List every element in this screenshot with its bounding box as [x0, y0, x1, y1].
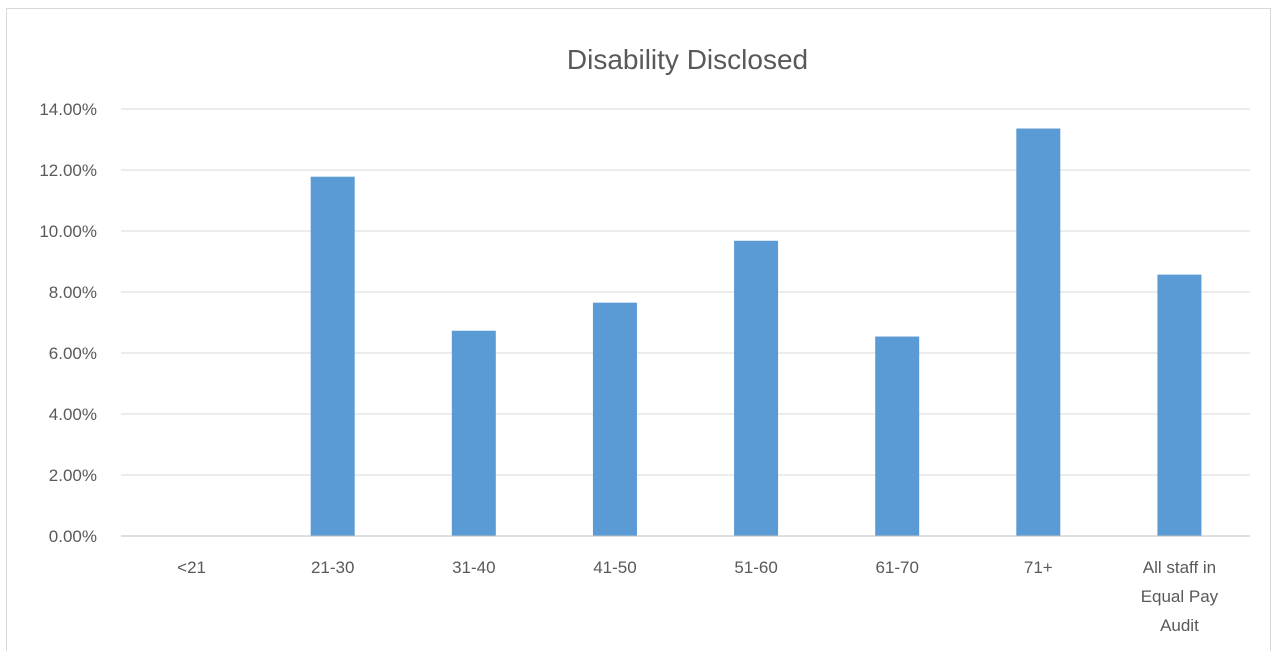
x-category-label-line: 41-50 [593, 558, 636, 577]
y-tick-label: 14.00% [39, 100, 97, 119]
x-axis-category-labels: <21 21-30 31-40 41-50 51-60 61-70 71+ All staff… [177, 558, 1219, 635]
bar [592, 302, 637, 536]
bar [1157, 274, 1202, 536]
y-tick-label: 0.00% [49, 527, 97, 546]
y-tick-label: 4.00% [49, 405, 97, 424]
x-category-label-line: 71+ [1024, 558, 1053, 577]
x-category-label-line: 21-30 [311, 558, 354, 577]
x-category-label-line: All staff in [1143, 558, 1216, 577]
x-category-label: 31-40 [452, 558, 495, 577]
x-category-label-line: Equal Pay [1141, 587, 1219, 606]
bar [451, 330, 496, 536]
x-category-label: 41-50 [593, 558, 636, 577]
bar [1016, 128, 1061, 536]
y-tick-label: 6.00% [49, 344, 97, 363]
x-category-label-line: 31-40 [452, 558, 495, 577]
gridlines [121, 108, 1250, 476]
x-category-label: All staff in Equal Pay Audit [1141, 558, 1219, 635]
x-category-label-line: Audit [1160, 616, 1199, 635]
x-category-label: <21 [177, 558, 206, 577]
bar [875, 336, 920, 536]
x-category-label-line: <21 [177, 558, 206, 577]
x-category-label: 61-70 [875, 558, 918, 577]
y-tick-label: 8.00% [49, 283, 97, 302]
bars [310, 128, 1202, 536]
y-tick-label: 10.00% [39, 222, 97, 241]
x-category-label: 21-30 [311, 558, 354, 577]
chart-area: Disability Disclosed 0.00% 2.00% 4.00% 6.00… [6, 8, 1271, 651]
x-category-label-line: 61-70 [875, 558, 918, 577]
y-axis-tick-labels: 0.00% 2.00% 4.00% 6.00% 8.00% 10.00% 12.00% 14.… [39, 100, 97, 546]
bar-chart: Disability Disclosed 0.00% 2.00% 4.00% 6.00… [39, 44, 1250, 635]
x-category-label: 51-60 [734, 558, 777, 577]
x-category-label: 71+ [1024, 558, 1053, 577]
x-category-label-line: 51-60 [734, 558, 777, 577]
y-tick-label: 2.00% [49, 466, 97, 485]
bar [310, 176, 355, 536]
y-tick-label: 12.00% [39, 161, 97, 180]
bar [734, 240, 779, 536]
chart-title: Disability Disclosed [567, 44, 808, 75]
